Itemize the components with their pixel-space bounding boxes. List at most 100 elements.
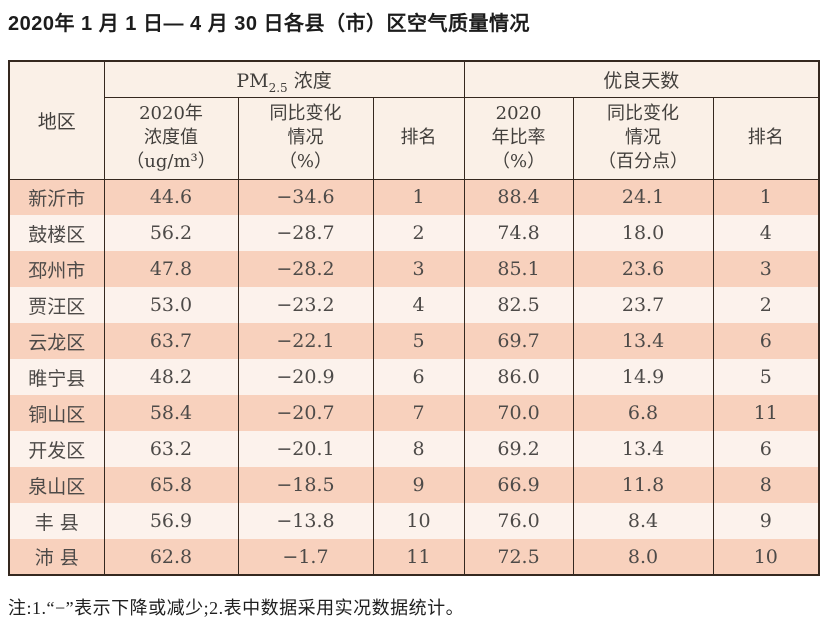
pm-rank-cell: 9 (372, 467, 465, 503)
region-cell: 邳州市 (8, 251, 105, 287)
region-cell: 丰 县 (8, 503, 105, 539)
pm-change-cell: −20.1 (237, 431, 374, 467)
pm-change-header-cell: 同比变化 情况 （%） (237, 97, 374, 180)
pm-value-cell: 63.7 (103, 323, 239, 359)
rate-change-cell: 14.9 (572, 359, 714, 395)
pm-rank-cell: 7 (372, 395, 465, 431)
rate-value-cell: 82.5 (463, 287, 574, 323)
table-row: 新沂市 44.6 −34.6 1 88.4 24.1 1 (8, 179, 820, 215)
region-cell: 沛 县 (8, 539, 105, 575)
pm-change-cell: −1.7 (237, 539, 374, 575)
rate-value-cell: 86.0 (463, 359, 574, 395)
rate-rank-cell: 10 (712, 539, 820, 575)
pm-value-cell: 47.8 (103, 251, 239, 287)
rate-change-cell: 24.1 (572, 179, 714, 215)
pm-rank-cell: 6 (372, 359, 465, 395)
group-header-row: 地区 PM2.5 浓度 优良天数 (8, 61, 820, 180)
rate-rank-cell: 5 (712, 359, 820, 395)
page-title: 2020年 1 月 1 日— 4 月 30 日各县（市）区空气质量情况 (8, 13, 531, 35)
air-quality-table: 地区 PM2.5 浓度 优良天数 2020年 浓度值 （ug/m³） 同比变化 … (8, 60, 821, 576)
pm-rank-cell: 8 (372, 431, 465, 467)
rate-rank-cell: 6 (712, 431, 820, 467)
pm-rank-cell: 3 (372, 251, 465, 287)
region-cell: 云龙区 (8, 323, 105, 359)
pm25-group-label: PM2.5 浓度 (236, 69, 332, 95)
rate-value-cell: 72.5 (463, 539, 574, 575)
pm-value-cell: 56.9 (103, 503, 239, 539)
rate-change-cell: 13.4 (572, 323, 714, 359)
rate-change-cell: 8.0 (572, 539, 714, 575)
rate-value-cell: 66.9 (463, 467, 574, 503)
region-cell: 开发区 (8, 431, 105, 467)
rate-rank-cell: 8 (712, 467, 820, 503)
good-days-group-header-cell: 优良天数 (463, 61, 820, 98)
pm-change-cell: −20.7 (237, 395, 374, 431)
table-row: 泉山区 65.8 −18.5 9 66.9 11.8 8 (8, 467, 820, 503)
region-cell: 泉山区 (8, 467, 105, 503)
pm-rank-cell: 2 (372, 215, 465, 251)
pm-change-cell: −23.2 (237, 287, 374, 323)
pm-rank-header-cell: 排名 (372, 97, 465, 180)
pm25-subscript: 2.5 (268, 80, 288, 95)
pm-value-cell: 48.2 (103, 359, 239, 395)
pm-change-cell: −34.6 (237, 179, 374, 215)
table-header: 地区 PM2.5 浓度 优良天数 2020年 浓度值 （ug/m³） 同比变化 … (8, 61, 820, 180)
rate-value-cell: 74.8 (463, 215, 574, 251)
pm-change-cell: −28.2 (237, 251, 374, 287)
pm-change-cell: −18.5 (237, 467, 374, 503)
rate-change-cell: 13.4 (572, 431, 714, 467)
rate-value-cell: 69.2 (463, 431, 574, 467)
rate-value-cell: 88.4 (463, 179, 574, 215)
pm-rank-cell: 4 (372, 287, 465, 323)
region-header-label: 地区 (37, 110, 76, 133)
pm-value-header-cell: 2020年 浓度值 （ug/m³） (103, 97, 239, 180)
table-row: 云龙区 63.7 −22.1 5 69.7 13.4 6 (8, 323, 820, 359)
table-row: 鼓楼区 56.2 −28.7 2 74.8 18.0 4 (8, 215, 820, 251)
table-row: 铜山区 58.4 −20.7 7 70.0 6.8 11 (8, 395, 820, 431)
pm-value-cell: 53.0 (103, 287, 239, 323)
rate-rank-cell: 4 (712, 215, 820, 251)
table-row: 沛 县 62.8 −1.7 11 72.5 8.0 10 (8, 539, 820, 575)
pm-value-cell: 63.2 (103, 431, 239, 467)
rate-value-cell: 85.1 (463, 251, 574, 287)
table-row: 邳州市 47.8 −28.2 3 85.1 23.6 3 (8, 251, 820, 287)
pm-rank-cell: 11 (372, 539, 465, 575)
rate-change-header-cell: 同比变化 情况 （百分点） (572, 97, 714, 180)
pm-change-cell: −28.7 (237, 215, 374, 251)
table-row: 睢宁县 48.2 −20.9 6 86.0 14.9 5 (8, 359, 820, 395)
rate-change-cell: 11.8 (572, 467, 714, 503)
pm-change-cell: −22.1 (237, 323, 374, 359)
region-cell: 睢宁县 (8, 359, 105, 395)
region-cell: 铜山区 (8, 395, 105, 431)
pm-value-cell: 58.4 (103, 395, 239, 431)
rate-rank-cell: 9 (712, 503, 820, 539)
rate-rank-cell: 11 (712, 395, 820, 431)
pm-value-cell: 44.6 (103, 179, 239, 215)
rate-rank-cell: 1 (712, 179, 820, 215)
pm-rank-cell: 1 (372, 179, 465, 215)
pm-rank-cell: 10 (372, 503, 465, 539)
pm-rank-cell: 5 (372, 323, 465, 359)
rate-change-cell: 6.8 (572, 395, 714, 431)
table-row: 贾汪区 53.0 −23.2 4 82.5 23.7 2 (8, 287, 820, 323)
table-row: 丰 县 56.9 −13.8 10 76.0 8.4 9 (8, 503, 820, 539)
table-row: 开发区 63.2 −20.1 8 69.2 13.4 6 (8, 431, 820, 467)
rate-rank-cell: 2 (712, 287, 820, 323)
region-cell: 贾汪区 (8, 287, 105, 323)
pm-value-cell: 65.8 (103, 467, 239, 503)
region-header-cell: 地区 (8, 61, 105, 180)
footnote: 注:1.“−”表示下降或减少;2.表中数据采用实况数据统计。 (8, 598, 465, 618)
rate-change-cell: 23.7 (572, 287, 714, 323)
sub-header-row: 2020年 浓度值 （ug/m³） 同比变化 情况 （%） 排名 2020 年比… (9, 97, 820, 180)
pm-change-cell: −20.9 (237, 359, 374, 395)
rate-rank-cell: 6 (712, 323, 820, 359)
pm-value-cell: 56.2 (103, 215, 239, 251)
pm25-group-header-cell: PM2.5 浓度 (103, 61, 465, 98)
pm-value-cell: 62.8 (103, 539, 239, 575)
region-cell: 新沂市 (8, 179, 105, 215)
rate-value-cell: 76.0 (463, 503, 574, 539)
table-body: 新沂市 44.6 −34.6 1 88.4 24.1 1 鼓楼区 56.2 −2… (8, 179, 820, 575)
rate-rank-header-cell: 排名 (712, 97, 820, 180)
good-days-group-label: 优良天数 (603, 69, 680, 92)
